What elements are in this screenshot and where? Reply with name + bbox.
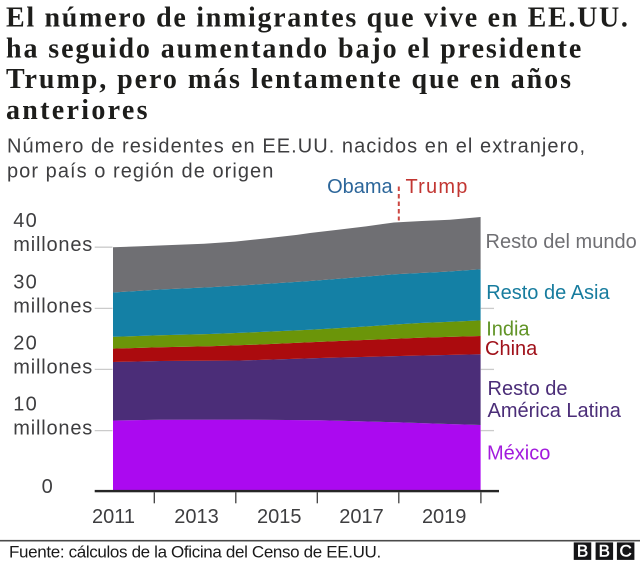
svg-text:2013: 2013 bbox=[174, 506, 219, 528]
svg-text:2017: 2017 bbox=[339, 506, 384, 528]
svg-text:por país o región de origen: por país o región de origen bbox=[7, 161, 274, 183]
svg-text:América Latina: América Latina bbox=[488, 400, 622, 422]
svg-text:C: C bbox=[620, 541, 632, 560]
svg-text:10: 10 bbox=[13, 394, 38, 416]
svg-text:B: B bbox=[577, 541, 588, 560]
svg-text:China: China bbox=[485, 338, 538, 360]
svg-text:Número de residentes en EE.UU.: Número de residentes en EE.UU. nacidos e… bbox=[7, 136, 586, 158]
svg-text:20: 20 bbox=[13, 333, 38, 355]
svg-text:Resto de: Resto de bbox=[488, 378, 568, 400]
svg-text:40: 40 bbox=[13, 210, 38, 232]
svg-text:millones: millones bbox=[13, 295, 93, 317]
svg-text:2011: 2011 bbox=[92, 506, 135, 528]
svg-text:ha seguido aumentando bajo el: ha seguido aumentando bajo el presidente bbox=[6, 33, 583, 64]
svg-text:millones: millones bbox=[13, 357, 93, 379]
svg-text:India: India bbox=[486, 319, 530, 341]
svg-text:2015: 2015 bbox=[257, 506, 302, 528]
svg-text:México: México bbox=[487, 443, 550, 465]
svg-text:millones: millones bbox=[13, 418, 93, 440]
svg-text:30: 30 bbox=[13, 271, 38, 293]
svg-text:Trump, pero más lentamente que: Trump, pero más lentamente que en años bbox=[6, 64, 573, 95]
svg-text:Fuente: cálculos de la Oficina: Fuente: cálculos de la Oficina del Censo… bbox=[9, 543, 381, 562]
svg-text:Resto del mundo: Resto del mundo bbox=[486, 231, 637, 253]
svg-text:El número de inmigrantes que v: El número de inmigrantes que vive en EE.… bbox=[6, 3, 630, 34]
svg-text:Resto de Asia: Resto de Asia bbox=[486, 282, 610, 304]
svg-text:Trump: Trump bbox=[406, 176, 469, 198]
svg-text:millones: millones bbox=[13, 234, 93, 256]
svg-text:Obama: Obama bbox=[327, 176, 393, 198]
svg-text:anteriores: anteriores bbox=[6, 95, 150, 126]
svg-text:B: B bbox=[599, 541, 610, 560]
svg-text:0: 0 bbox=[42, 476, 53, 498]
svg-text:2019: 2019 bbox=[422, 506, 467, 528]
